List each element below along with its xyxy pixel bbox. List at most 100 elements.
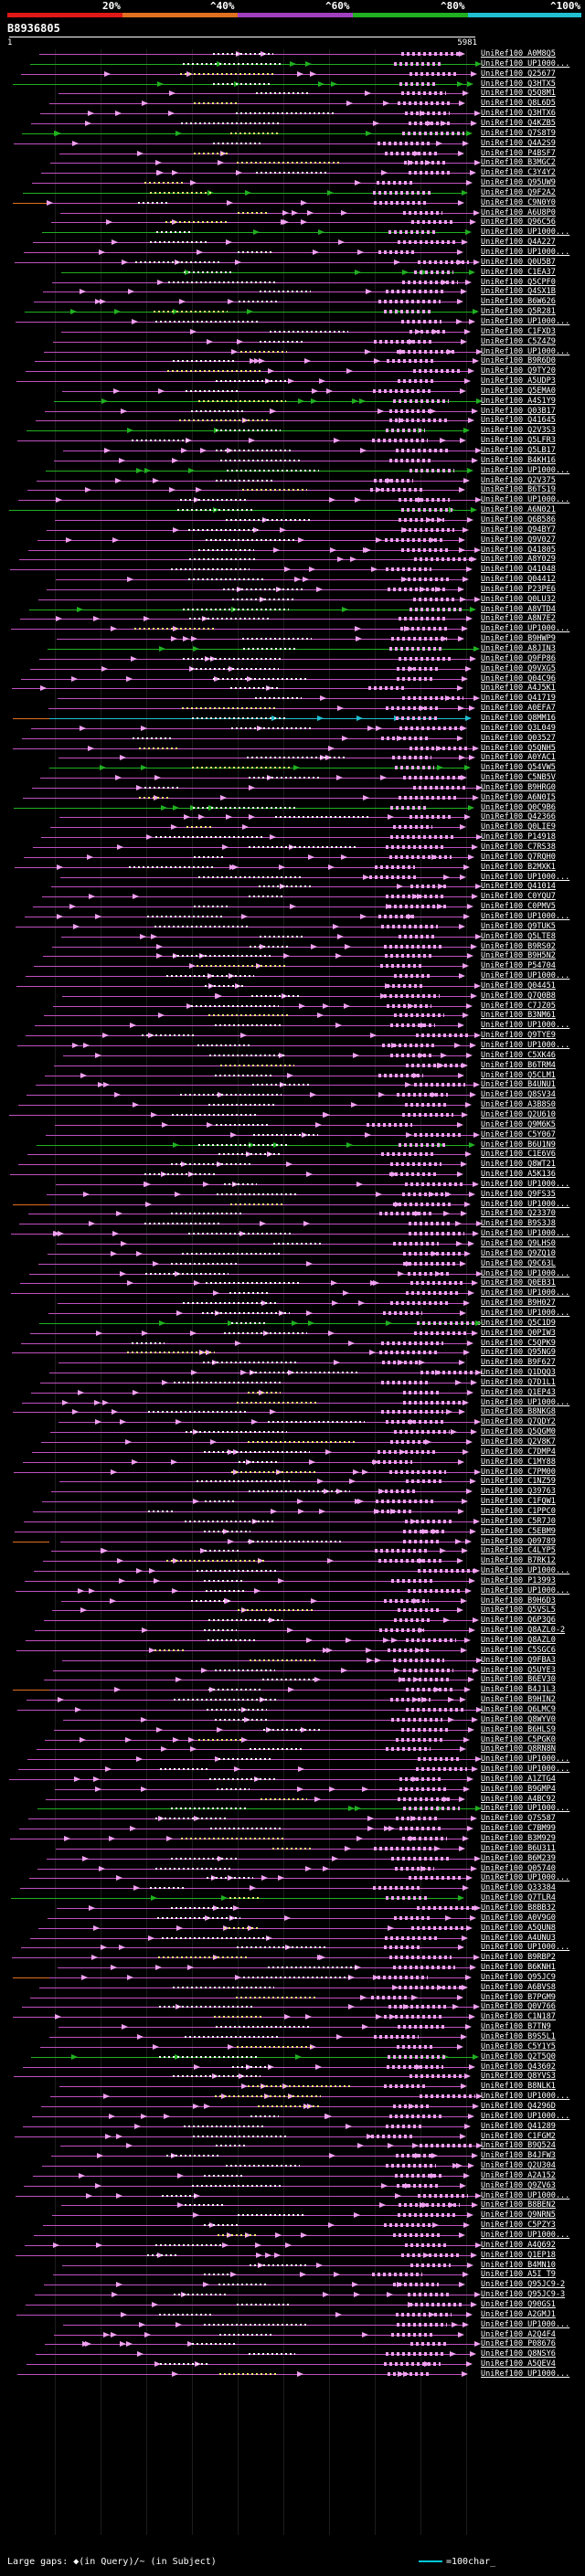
hit-name-link[interactable]: UniRef100_B4JFW3: [481, 2151, 556, 2160]
hit-name-link[interactable]: UniRef100_Q9TUK5: [481, 922, 556, 931]
hit-name-link[interactable]: UniRef100_UP1000...: [481, 1943, 570, 1952]
hit-name-link[interactable]: UniRef100_Q54VW5: [481, 763, 556, 772]
hit-name-link[interactable]: UniRef100_Q2V3S3: [481, 426, 556, 435]
hit-name-link[interactable]: UniRef100_UP1000...: [481, 1398, 570, 1407]
hit-name-link[interactable]: UniRef100_B9H027: [481, 1299, 556, 1308]
hit-name-link[interactable]: UniRef100_C1N187: [481, 2012, 556, 2021]
hit-name-link[interactable]: UniRef100_Q8YVS3: [481, 2072, 556, 2081]
hit-name-link[interactable]: UniRef100_Q4A227: [481, 238, 556, 247]
hit-name-link[interactable]: UniRef100_Q5C1D9: [481, 1319, 556, 1328]
hit-name-link[interactable]: UniRef100_C7RS38: [481, 843, 556, 852]
hit-name-link[interactable]: UniRef100_A4J5K1: [481, 684, 556, 693]
hit-name-link[interactable]: UniRef100_Q9LHS0: [481, 1239, 556, 1248]
hit-name-link[interactable]: UniRef100_C1EA37: [481, 268, 556, 277]
hit-name-link[interactable]: UniRef100_C1FQW1: [481, 1497, 556, 1506]
hit-name-link[interactable]: UniRef100_C7DMP4: [481, 1447, 556, 1457]
hit-name-link[interactable]: UniRef100_Q8SV34: [481, 1090, 556, 1099]
hit-name-link[interactable]: UniRef100_Q95JC9-3: [481, 2290, 566, 2299]
hit-name-link[interactable]: UniRef100_Q5QGM0: [481, 1427, 556, 1436]
hit-name-link[interactable]: UniRef100_B4KH16: [481, 456, 556, 465]
hit-name-link[interactable]: UniRef100_C5PGK0: [481, 1735, 556, 1744]
hit-name-link[interactable]: UniRef100_UP1000...: [481, 466, 570, 475]
hit-name-link[interactable]: UniRef100_B6U311: [481, 1844, 556, 1853]
hit-name-link[interactable]: UniRef100_B6TS19: [481, 485, 556, 494]
hit-name-link[interactable]: UniRef100_A0YAC1: [481, 753, 556, 762]
hit-name-link[interactable]: UniRef100_Q9FP86: [481, 654, 556, 663]
hit-name-link[interactable]: UniRef100_Q90GS1: [481, 2300, 556, 2309]
hit-name-link[interactable]: UniRef100_Q5LFR3: [481, 436, 556, 445]
hit-name-link[interactable]: UniRef100_UP1000...: [481, 248, 570, 257]
hit-name-link[interactable]: UniRef100_A0V9G0: [481, 1913, 556, 1923]
hit-name-link[interactable]: UniRef100_Q6LMC9: [481, 1705, 556, 1714]
hit-name-link[interactable]: UniRef100_B8BEN2: [481, 2200, 556, 2210]
hit-name-link[interactable]: UniRef100_B9F627: [481, 1358, 556, 1367]
hit-name-link[interactable]: UniRef100_Q7D1L1: [481, 1378, 556, 1387]
hit-name-link[interactable]: UniRef100_Q7RQH0: [481, 853, 556, 862]
hit-name-link[interactable]: UniRef100_Q2T5Q0: [481, 2052, 556, 2062]
hit-name-link[interactable]: UniRef100_Q9FS35: [481, 1190, 556, 1199]
hit-name-link[interactable]: UniRef100_Q05740: [481, 1864, 556, 1873]
hit-name-link[interactable]: UniRef100_Q95UW9: [481, 178, 556, 187]
hit-name-link[interactable]: UniRef100_Q95JC9-2: [481, 2280, 566, 2289]
hit-name-link[interactable]: UniRef100_B9RBP2: [481, 1953, 556, 1962]
hit-name-link[interactable]: UniRef100_Q7Q0B8: [481, 991, 556, 1001]
hit-name-link[interactable]: UniRef100_C5Y067: [481, 1130, 556, 1140]
hit-name-link[interactable]: UniRef100_Q9C63L: [481, 1259, 556, 1268]
hit-name-link[interactable]: UniRef100_A5K136: [481, 1170, 556, 1179]
hit-name-link[interactable]: UniRef100_C0PMV5: [481, 902, 556, 911]
hit-name-link[interactable]: UniRef100_B9HIN2: [481, 1695, 556, 1704]
hit-name-link[interactable]: UniRef100_Q4KZB5: [481, 119, 556, 128]
hit-name-link[interactable]: UniRef100_A8Y029: [481, 555, 556, 564]
hit-name-link[interactable]: UniRef100_Q41289: [481, 2122, 556, 2131]
hit-name-link[interactable]: UniRef100_Q42366: [481, 812, 556, 822]
hit-name-link[interactable]: UniRef100_Q41048: [481, 565, 556, 574]
hit-name-link[interactable]: UniRef100_Q03527: [481, 734, 556, 743]
hit-name-link[interactable]: UniRef100_C1FXD3: [481, 327, 556, 336]
hit-name-link[interactable]: UniRef100_B6HLS9: [481, 1725, 556, 1734]
hit-name-link[interactable]: UniRef100_Q3HTX5: [481, 80, 556, 89]
hit-name-link[interactable]: UniRef100_C1NZ59: [481, 1477, 556, 1486]
hit-name-link[interactable]: UniRef100_C5Y1Y5: [481, 2042, 556, 2051]
hit-name-link[interactable]: UniRef100_A3B8S0: [481, 1100, 556, 1109]
hit-name-link[interactable]: UniRef100_A8JIN3: [481, 644, 556, 653]
hit-name-link[interactable]: UniRef100_Q8WYV0: [481, 1715, 556, 1724]
hit-name-link[interactable]: UniRef100_Q25677: [481, 69, 556, 79]
hit-name-link[interactable]: UniRef100_Q5LTE8: [481, 932, 556, 941]
hit-name-link[interactable]: UniRef100_A4UNU3: [481, 1934, 556, 1943]
hit-name-link[interactable]: UniRef100_Q5CLM1: [481, 1071, 556, 1080]
hit-name-link[interactable]: UniRef100_Q8NSY6: [481, 2349, 556, 2359]
hit-name-link[interactable]: UniRef100_UP1000...: [481, 1180, 570, 1189]
hit-name-link[interactable]: UniRef100_A4S1Y9: [481, 397, 556, 406]
hit-name-link[interactable]: UniRef100_UP1000...: [481, 624, 570, 633]
hit-name-link[interactable]: UniRef100_Q95JC9: [481, 1973, 556, 1982]
hit-name-link[interactable]: UniRef100_UP1000...: [481, 2231, 570, 2240]
hit-name-link[interactable]: UniRef100_C4LYP5: [481, 1546, 556, 1555]
hit-name-link[interactable]: UniRef100_Q9F2A2: [481, 188, 556, 197]
hit-name-link[interactable]: UniRef100_Q8AZL0: [481, 1636, 556, 1645]
hit-name-link[interactable]: UniRef100_UP1000...: [481, 2320, 570, 2329]
hit-name-link[interactable]: UniRef100_UP1000...: [481, 2092, 570, 2101]
hit-name-link[interactable]: UniRef100_UP1000...: [481, 59, 570, 69]
hit-name-link[interactable]: UniRef100_Q96C56: [481, 217, 556, 227]
hit-name-link[interactable]: UniRef100_Q8RN8N: [481, 1744, 556, 1754]
hit-name-link[interactable]: UniRef100_Q1EP18: [481, 2251, 556, 2260]
hit-name-link[interactable]: UniRef100_A5QEV4: [481, 2359, 556, 2369]
hit-name-link[interactable]: UniRef100_Q9TYE9: [481, 1031, 556, 1040]
hit-name-link[interactable]: UniRef100_P4BSF7: [481, 149, 556, 158]
hit-name-link[interactable]: UniRef100_Q0LU32: [481, 595, 556, 604]
hit-name-link[interactable]: UniRef100_Q0C9B6: [481, 803, 556, 812]
hit-name-link[interactable]: UniRef100_A6BVS8: [481, 1983, 556, 1992]
hit-name-link[interactable]: UniRef100_Q04451: [481, 981, 556, 991]
hit-name-link[interactable]: UniRef100_C7BM99: [481, 1824, 556, 1833]
hit-name-link[interactable]: UniRef100_UP1000...: [481, 317, 570, 326]
hit-name-link[interactable]: UniRef100_Q5QNH5: [481, 744, 556, 753]
hit-name-link[interactable]: UniRef100_Q0EB31: [481, 1278, 556, 1288]
hit-name-link[interactable]: UniRef100_B9H5N2: [481, 951, 556, 960]
hit-name-link[interactable]: UniRef100_UP1000...: [481, 2369, 570, 2379]
hit-name-link[interactable]: UniRef100_UP1000...: [481, 1754, 570, 1764]
hit-name-link[interactable]: UniRef100_B8NKG8: [481, 1407, 556, 1416]
hit-name-link[interactable]: UniRef100_Q8MM16: [481, 714, 556, 723]
hit-name-link[interactable]: UniRef100_Q9ZV63: [481, 2181, 556, 2190]
hit-name-link[interactable]: UniRef100_UP1000...: [481, 495, 570, 504]
hit-name-link[interactable]: UniRef100_B7PGM9: [481, 1993, 556, 2002]
